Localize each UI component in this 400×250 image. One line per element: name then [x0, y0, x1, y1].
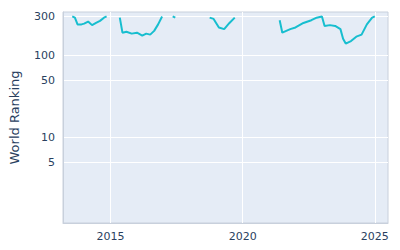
svg-text:2015: 2015: [97, 230, 125, 243]
svg-text:10: 10: [41, 131, 55, 144]
svg-text:World Ranking: World Ranking: [7, 71, 22, 165]
svg-text:300: 300: [34, 10, 55, 23]
svg-text:50: 50: [41, 74, 55, 87]
svg-text:2025: 2025: [361, 230, 389, 243]
svg-text:5: 5: [48, 156, 55, 169]
svg-text:2020: 2020: [229, 230, 257, 243]
svg-text:100: 100: [34, 49, 55, 62]
